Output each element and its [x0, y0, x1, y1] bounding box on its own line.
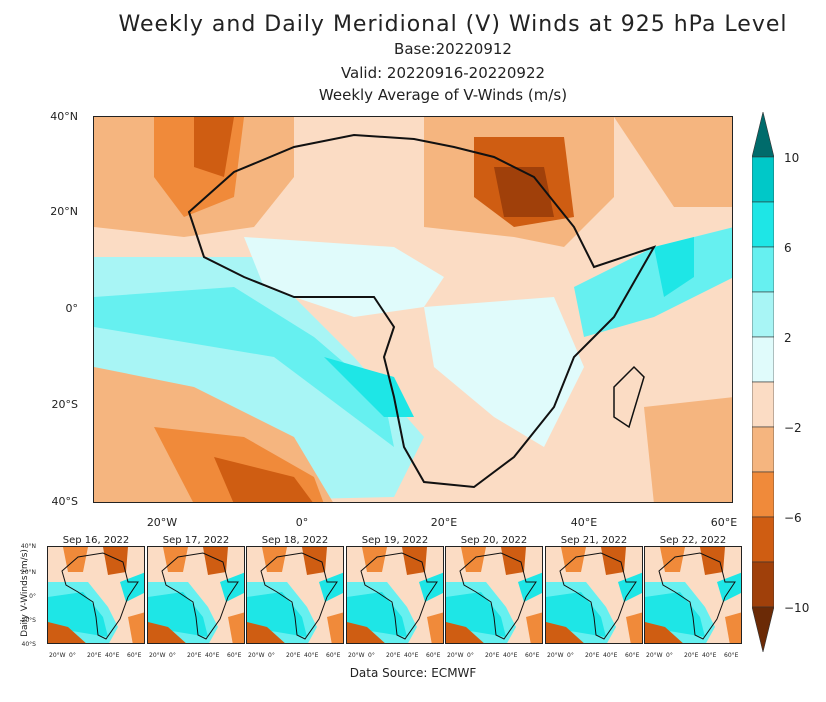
daily-panel-lon-tick: 0° — [268, 652, 275, 659]
daily-panel-lon-tick: 40°E — [304, 652, 319, 659]
daily-panel-lon-tick: 40°E — [205, 652, 220, 659]
daily-panel-map — [644, 546, 742, 644]
daily-panel-map — [47, 546, 145, 644]
lat-tick-40n: 40°N — [50, 110, 78, 123]
colorbar-label-neg2: −2 — [784, 421, 802, 435]
daily-panel-lon-tick: 0° — [169, 652, 176, 659]
colorbar-cell — [752, 381, 774, 428]
colorbar-label-neg6: −6 — [784, 511, 802, 525]
colorbar-cell — [752, 291, 774, 338]
daily-panel-lon-tick: 20°W — [149, 652, 166, 659]
mini-lat-40s: 40°S — [21, 641, 36, 648]
daily-panel-lon-tick: 60°E — [227, 652, 242, 659]
colorbar-cell — [752, 606, 774, 652]
daily-panel-lon-tick: 20°W — [646, 652, 663, 659]
lon-tick-20e: 20°E — [430, 516, 458, 529]
daily-panel-lon-tick: 20°E — [485, 652, 500, 659]
colorbar-cell — [752, 156, 774, 203]
colorbar-cell — [752, 112, 774, 158]
daily-panel-lon-tick: 40°E — [503, 652, 518, 659]
daily-panel-lon-tick: 20°W — [49, 652, 66, 659]
colorbar-label-10: 10 — [784, 151, 800, 165]
daily-panel-lon-tick: 40°E — [702, 652, 717, 659]
weekly-wind-field — [94, 117, 732, 502]
daily-panel-lon-tick: 20°E — [87, 652, 102, 659]
daily-panel-lon-tick: 60°E — [326, 652, 341, 659]
daily-panel-title: Sep 20, 2022 — [460, 535, 528, 546]
daily-panel-lon-tick: 20°W — [248, 652, 265, 659]
daily-panel-map — [246, 546, 344, 644]
daily-panel-title: Sep 21, 2022 — [560, 535, 628, 546]
daily-panel-lon-tick: 20°E — [187, 652, 202, 659]
daily-panel-lon-tick: 60°E — [127, 652, 142, 659]
daily-panel-lon-tick: 20°E — [386, 652, 401, 659]
daily-panel-title: Sep 16, 2022 — [62, 535, 130, 546]
daily-panel-lon-tick: 40°E — [404, 652, 419, 659]
lat-tick-40s: 40°S — [51, 495, 78, 508]
daily-panel-lon-tick: 0° — [69, 652, 76, 659]
daily-panel-map — [346, 546, 444, 644]
mini-lat-0: 0° — [29, 593, 36, 600]
lon-tick-40e: 40°E — [570, 516, 598, 529]
colorbar-cell — [752, 336, 774, 383]
valid-range: Valid: 20220916-20220922 — [340, 64, 546, 82]
base-date: Base:20220912 — [394, 40, 512, 58]
weekly-wind-map — [93, 116, 733, 503]
daily-panel-title: Sep 19, 2022 — [361, 535, 429, 546]
daily-panel-title: Sep 22, 2022 — [659, 535, 727, 546]
daily-panel-map — [445, 546, 543, 644]
daily-panel-lon-tick: 60°E — [525, 652, 540, 659]
colorbar-cell — [752, 516, 774, 563]
colorbar-label-neg10: −10 — [784, 601, 810, 615]
daily-panel-lon-tick: 0° — [666, 652, 673, 659]
colorbar-cell — [752, 426, 774, 473]
lon-tick-0: 0° — [295, 516, 309, 529]
daily-panel-lon-tick: 0° — [567, 652, 574, 659]
colorbar — [752, 112, 774, 652]
lat-tick-20s: 20°S — [51, 398, 78, 411]
daily-panel-lon-tick: 20°W — [447, 652, 464, 659]
daily-panel-lon-tick: 60°E — [625, 652, 640, 659]
daily-panel-lon-tick: 20°E — [684, 652, 699, 659]
mini-lat-40n: 40°N — [20, 543, 36, 550]
colorbar-label-6: 6 — [784, 241, 792, 255]
daily-panel-lon-tick: 20°E — [585, 652, 600, 659]
lon-tick-20w: 20°W — [146, 516, 178, 529]
chart-title: Weekly and Daily Meridional (V) Winds at… — [118, 12, 788, 37]
mini-lat-20s: 20°S — [21, 617, 36, 624]
daily-panel-lon-tick: 20°W — [348, 652, 365, 659]
lat-tick-0: 0° — [65, 302, 79, 315]
daily-panel-lon-tick: 40°E — [105, 652, 120, 659]
daily-panel-lon-tick: 20°E — [286, 652, 301, 659]
daily-panel-lon-tick: 0° — [467, 652, 474, 659]
colorbar-cell — [752, 246, 774, 293]
daily-panel-lon-tick: 20°W — [547, 652, 564, 659]
daily-panel-title: Sep 17, 2022 — [162, 535, 230, 546]
daily-panel-map — [147, 546, 245, 644]
colorbar-label-2: 2 — [784, 331, 792, 345]
daily-panel-lon-tick: 40°E — [603, 652, 618, 659]
data-source: Data Source: ECMWF — [349, 666, 477, 680]
map-subtitle: Weekly Average of V-Winds (m/s) — [318, 86, 568, 104]
daily-panel-lon-tick: 0° — [368, 652, 375, 659]
mini-lat-20n: 20°N — [20, 569, 36, 576]
daily-panel-title: Sep 18, 2022 — [261, 535, 329, 546]
daily-panel-map — [545, 546, 643, 644]
colorbar-cell — [752, 471, 774, 518]
colorbar-cell — [752, 561, 774, 608]
colorbar-cell — [752, 201, 774, 248]
lon-tick-60e: 60°E — [710, 516, 738, 529]
daily-panel-lon-tick: 60°E — [426, 652, 441, 659]
lat-tick-20n: 20°N — [50, 205, 78, 218]
daily-panel-lon-tick: 60°E — [724, 652, 739, 659]
